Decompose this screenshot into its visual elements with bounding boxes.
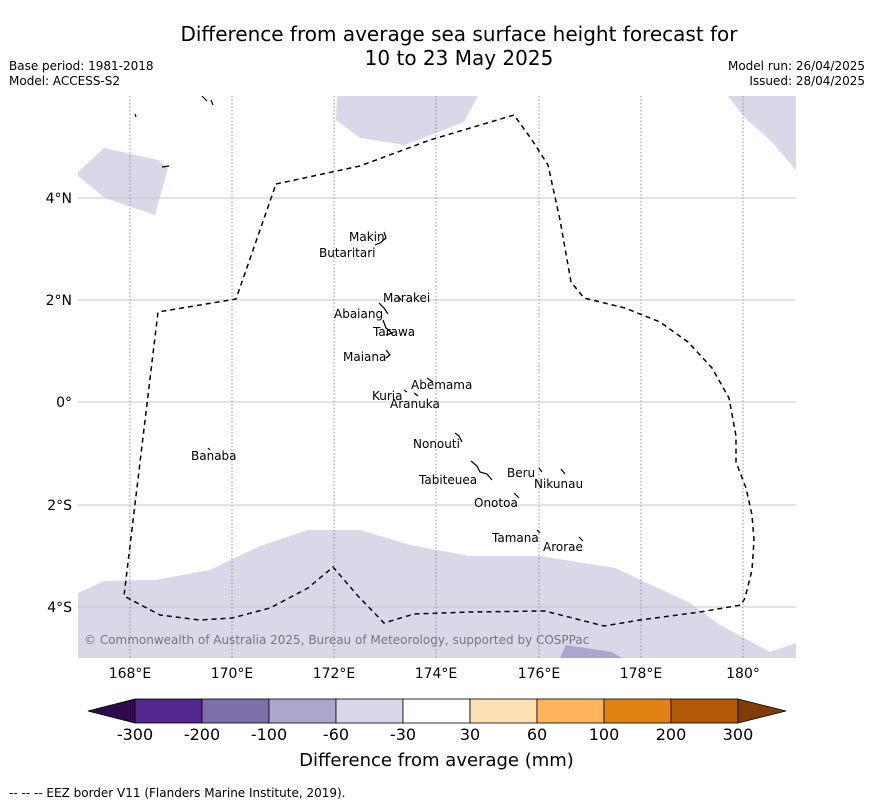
colorbar-extension-high [737,698,787,724]
metadata-right: Model run: 26/04/2025 Issued: 28/04/2025 [728,59,865,89]
model-run: Model run: 26/04/2025 [727,59,865,73]
place-label-tamana: Tamana [491,531,539,545]
colorbar-tick-label: 30 [459,725,481,744]
lat-label-0: 0° [56,395,72,411]
colorbar [87,698,787,724]
colorbar-tick-label: 300 [722,725,754,744]
place-label-arorae: Arorae [543,540,583,554]
metadata-left: Base period: 1981-2018 Model: ACCESS-S2 [9,59,154,89]
anomaly-shading [78,96,796,658]
place-label-onotoa: Onotoa [474,496,518,510]
colorbar-tick-label: 60 [526,725,548,744]
title-line-2: 10 to 23 May 2025 [364,46,554,70]
place-label-kuria: Kuria [372,389,403,403]
colorbar-segment [603,698,672,724]
lon-label-172e: 172°E [313,666,356,682]
place-label-tabiteuea: Tabiteuea [418,473,477,487]
place-label-abaiang: Abaiang [334,307,383,321]
colorbar-segment [536,698,605,724]
lat-label-4s: 4°S [47,600,72,616]
colorbar-segment [201,698,270,724]
map-area: Makin Butaritari Marakei Abaiang Tarawa … [78,96,796,658]
place-label-nikunau: Nikunau [534,477,583,491]
issued-date: Issued: 28/04/2025 [749,74,865,88]
colorbar-segment [469,698,538,724]
lon-label-168e: 168°E [109,666,152,682]
model-name: Model: ACCESS-S2 [9,74,121,88]
latitude-gridlines [78,197,796,608]
base-period: Base period: 1981-2018 [9,59,154,73]
eez-border-line [123,114,755,627]
colorbar-tick-label: -300 [116,725,154,744]
chart-title: Difference from average sea surface heig… [0,22,873,70]
place-label-abemama: Abemama [411,378,472,392]
colorbar-extension-low [87,698,136,724]
lon-label-178e: 178°E [620,666,663,682]
colorbar-segment [268,698,337,724]
colorbar-tick-label: -60 [322,725,350,744]
island-outlines [134,96,584,542]
colorbar-tick-label: -100 [250,725,288,744]
place-label-aranuka: Aranuka [390,397,440,411]
latitude-axis-labels: 4°N 2°N 0° 2°S 4°S [46,191,73,616]
footnote: -- -- -- EEZ border V11 (Flanders Marine… [9,786,346,800]
lon-label-174e: 174°E [415,666,458,682]
place-label-banaba: Banaba [191,449,237,463]
anomaly-shading-darker [560,645,622,658]
colorbar-tick-label: 100 [588,725,620,744]
longitude-axis-labels: 168°E 170°E 172°E 174°E 176°E 178°E 180° [109,666,760,682]
colorbar-segment [670,698,739,724]
colorbar-segment [134,698,203,724]
colorbar-segment [402,698,471,724]
colorbar-title: Difference from average (mm) [299,750,574,771]
colorbar-tick-label: -200 [183,725,221,744]
lon-label-176e: 176°E [518,666,561,682]
colorbar-segment [335,698,404,724]
place-label-maiana: Maiana [343,350,386,364]
place-label-butaritari: Butaritari [319,246,376,260]
place-label-nonouti: Nonouti [413,437,460,451]
place-label-beru: Beru [507,466,535,480]
place-label-makin: Makin [349,230,385,244]
copyright-notice: © Commonwealth of Australia 2025, Bureau… [84,633,589,647]
place-label-tarawa: Tarawa [372,325,415,339]
lat-label-2s: 2°S [47,498,72,514]
place-label-marakei: Marakei [383,291,430,305]
colorbar-tick-label: -30 [389,725,417,744]
lat-label-2n: 2°N [46,293,72,309]
colorbar-tick-label: 200 [655,725,687,744]
lon-label-180: 180° [726,666,760,682]
lat-label-4n: 4°N [46,191,72,207]
title-line-1: Difference from average sea surface heig… [180,22,738,46]
place-labels: Makin Butaritari Marakei Abaiang Tarawa … [191,230,583,554]
longitude-gridlines [129,96,744,658]
lon-label-170e: 170°E [211,666,254,682]
